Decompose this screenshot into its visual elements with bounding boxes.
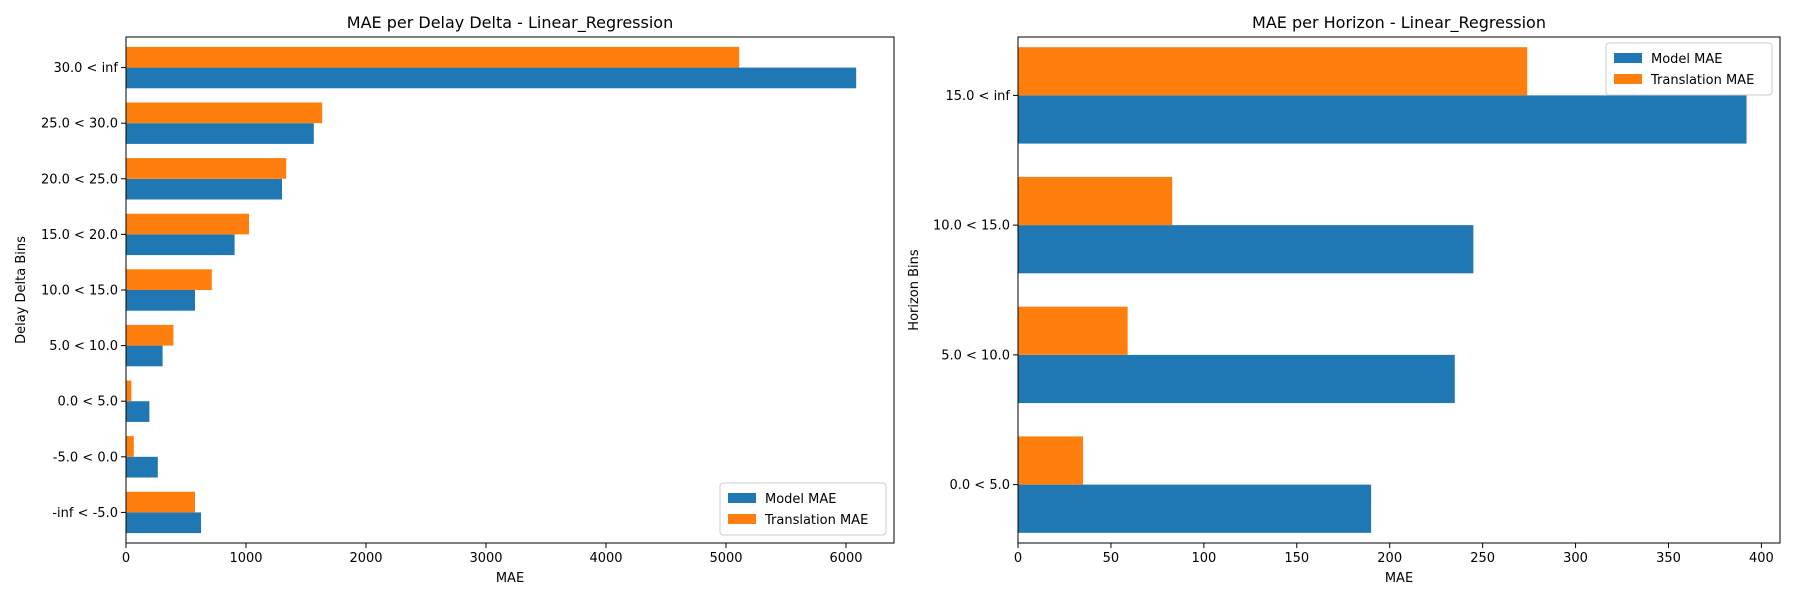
bar-model-mae-1 — [126, 512, 201, 534]
bar-model-mae-2 — [1018, 354, 1455, 404]
legend-swatch — [728, 493, 756, 503]
bar-model-mae-3 — [126, 401, 150, 422]
bar-translation-mae-2 — [1018, 306, 1128, 355]
x-tick-label: 0 — [1014, 551, 1022, 566]
bar-model-mae-4 — [126, 345, 163, 367]
y-tick-label: 15.0 < 20.0 — [41, 228, 118, 243]
chart-title: MAE per Delay Delta - Linear_Regression — [347, 13, 673, 33]
bar-model-mae-3 — [1018, 225, 1474, 274]
x-tick-label: 5000 — [709, 551, 742, 566]
legend-swatch — [728, 514, 756, 524]
bar-translation-mae-1 — [1018, 436, 1084, 485]
chart-panel-2: 0 50 100 150 200 250 300 350 400 0.0 < 5.0 5.0 < 1… — [907, 13, 1781, 586]
bar-translation-mae-1 — [126, 491, 195, 513]
bar-translation-mae-5 — [126, 269, 212, 290]
bar-translation-mae-8 — [126, 102, 323, 124]
y-tick-label: 25.0 < 30.0 — [41, 117, 118, 132]
x-tick-label: 250 — [1470, 551, 1495, 566]
bar-model-mae-1 — [1018, 484, 1372, 533]
y-tick-label: 0.0 < 5.0 — [57, 395, 118, 410]
y-tick-label: 5.0 < 10.0 — [49, 339, 118, 354]
x-tick-label: 1000 — [229, 551, 262, 566]
x-tick-label: 2000 — [349, 551, 382, 566]
legend-box — [719, 482, 887, 536]
x-tick-label: 100 — [1191, 551, 1216, 566]
x-axis-label: MAE — [496, 571, 524, 586]
bar-model-mae-8 — [126, 123, 314, 144]
y-tick-label: 20.0 < 25.0 — [41, 172, 118, 187]
y-tick-label: 15.0 < inf — [945, 89, 1010, 104]
plot-frame — [1017, 36, 1781, 544]
y-axis-label: Horizon Bins — [907, 249, 922, 331]
legend-label: Translation MAE — [764, 513, 868, 528]
chart-panel-1: 0 1000 2000 3000 4000 5000 6000 -inf < -5.0 -5.0… — [14, 13, 895, 586]
legend-label: Model MAE — [765, 492, 837, 507]
y-tick-label: 30.0 < inf — [53, 61, 118, 76]
y-tick-label: 10.0 < 15.0 — [41, 284, 118, 299]
x-tick-label: 300 — [1563, 551, 1588, 566]
y-tick-label: -5.0 < 0.0 — [53, 450, 118, 465]
bar-translation-mae-7 — [126, 158, 287, 179]
bar-model-mae-9 — [126, 67, 857, 89]
legend-label: Model MAE — [1651, 52, 1723, 67]
y-tick-label: 10.0 < 15.0 — [933, 219, 1010, 234]
bar-translation-mae-6 — [126, 213, 249, 235]
bar-model-mae-7 — [126, 178, 282, 200]
legend-box — [1605, 42, 1773, 96]
bar-translation-mae-4 — [1018, 47, 1528, 96]
x-tick-label: 4000 — [589, 551, 622, 566]
y-tick-label: -inf < -5.0 — [52, 506, 118, 521]
y-tick-label: 5.0 < 10.0 — [941, 348, 1010, 363]
x-tick-label: 400 — [1749, 551, 1774, 566]
legend-label: Translation MAE — [1650, 73, 1754, 88]
bar-model-mae-2 — [126, 456, 158, 478]
bar-model-mae-4 — [1018, 95, 1747, 144]
y-axis-label: Delay Delta Bins — [14, 236, 29, 344]
legend: Model MAE Translation MAE — [719, 482, 887, 536]
bar-model-mae-5 — [126, 290, 195, 311]
x-tick-label: 0 — [122, 551, 130, 566]
bar-translation-mae-4 — [126, 324, 174, 346]
chart-title: MAE per Horizon - Linear_Regression — [1252, 13, 1546, 33]
x-tick-label: 350 — [1656, 551, 1681, 566]
x-tick-label: 3000 — [469, 551, 502, 566]
legend: Model MAE Translation MAE — [1605, 42, 1773, 96]
x-tick-label: 6000 — [829, 551, 862, 566]
x-axis-label: MAE — [1385, 571, 1413, 586]
bar-translation-mae-3 — [126, 380, 132, 402]
x-tick-label: 50 — [1103, 551, 1120, 566]
bar-model-mae-6 — [126, 234, 235, 256]
y-tick-label: 0.0 < 5.0 — [949, 478, 1010, 493]
bar-translation-mae-3 — [1018, 176, 1173, 226]
bar-translation-mae-2 — [126, 436, 134, 457]
bar-translation-mae-9 — [126, 46, 740, 68]
x-tick-label: 200 — [1377, 551, 1402, 566]
legend-swatch — [1614, 53, 1642, 63]
legend-swatch — [1614, 74, 1642, 84]
x-tick-label: 150 — [1284, 551, 1309, 566]
